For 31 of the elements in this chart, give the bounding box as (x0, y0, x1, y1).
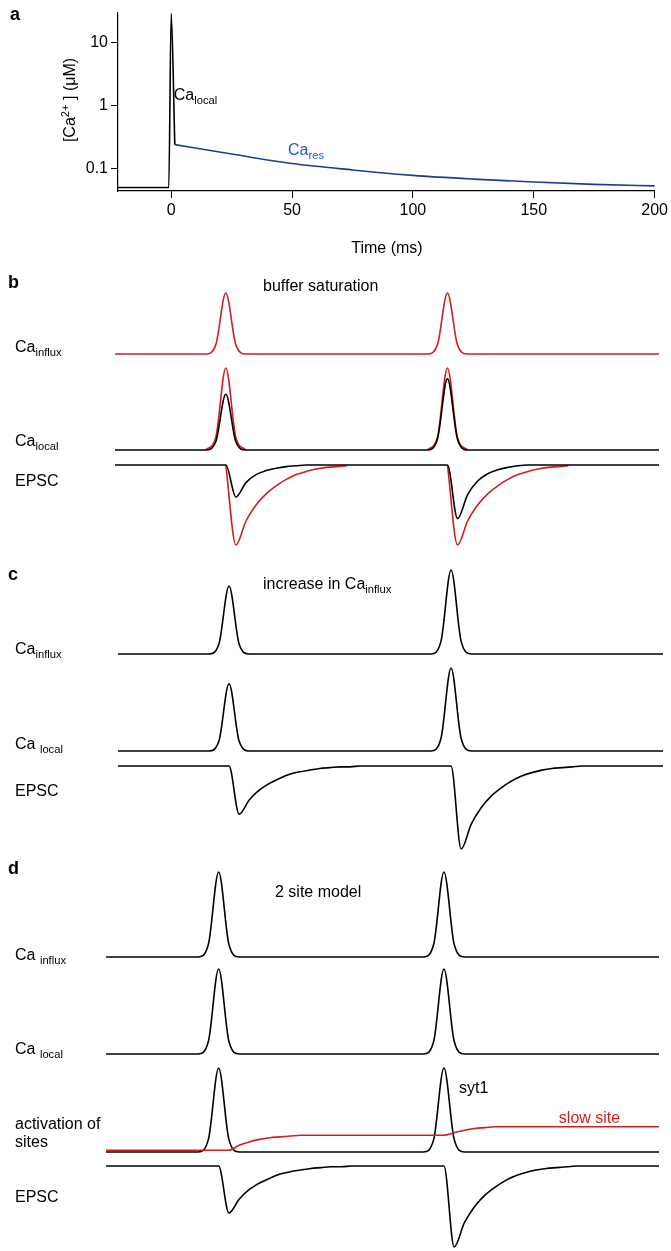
y-axis-title: EPSC (15, 782, 60, 801)
chart-subtitle: increase in Ca$_{influx}$ (263, 575, 392, 597)
y-tick-label: 10 (90, 33, 109, 51)
series-label: Ca$_{local}$ (173, 85, 218, 107)
y-axis-title: activation of sites (15, 1115, 102, 1152)
x-tick-label: 200 (641, 201, 669, 219)
x-tick-label: 150 (520, 201, 548, 219)
x-tick-label: 0 (166, 201, 176, 219)
series-label: Ca$_{res}$ (288, 140, 325, 162)
series-label: slow site (558, 1108, 621, 1128)
y-axis-title: Ca$_{local}$ (15, 432, 60, 454)
chart-title: c (8, 564, 19, 585)
y-axis-title: Ca $_{local}$ (15, 735, 64, 757)
chart-title: a (10, 4, 21, 25)
chart-title: b (8, 272, 19, 293)
y-axis-title: Ca $_{influx}$ (15, 946, 68, 968)
y-axis-title: Ca$_{influx}$ (15, 640, 63, 662)
y-tick-label: 0.1 (85, 158, 109, 176)
series-label: syt1 (458, 1079, 489, 1098)
y-axis-title: Ca $_{local}$ (15, 1040, 64, 1062)
x-tick-label: 50 (283, 201, 302, 219)
y-axis-title: EPSC (15, 1188, 60, 1207)
y-axis-title: EPSC (15, 472, 60, 491)
y-tick-label: 1 (99, 96, 109, 113)
line-series (174, 143, 656, 187)
chart-subtitle: buffer saturation (263, 277, 379, 296)
chart-title: d (8, 858, 19, 879)
text: 2 site model (275, 883, 362, 902)
y-axis-title: Ca$_{influx}$ (15, 338, 63, 360)
x-tick-label: 100 (399, 201, 427, 219)
x-axis-title: Time (ms) (351, 239, 423, 258)
